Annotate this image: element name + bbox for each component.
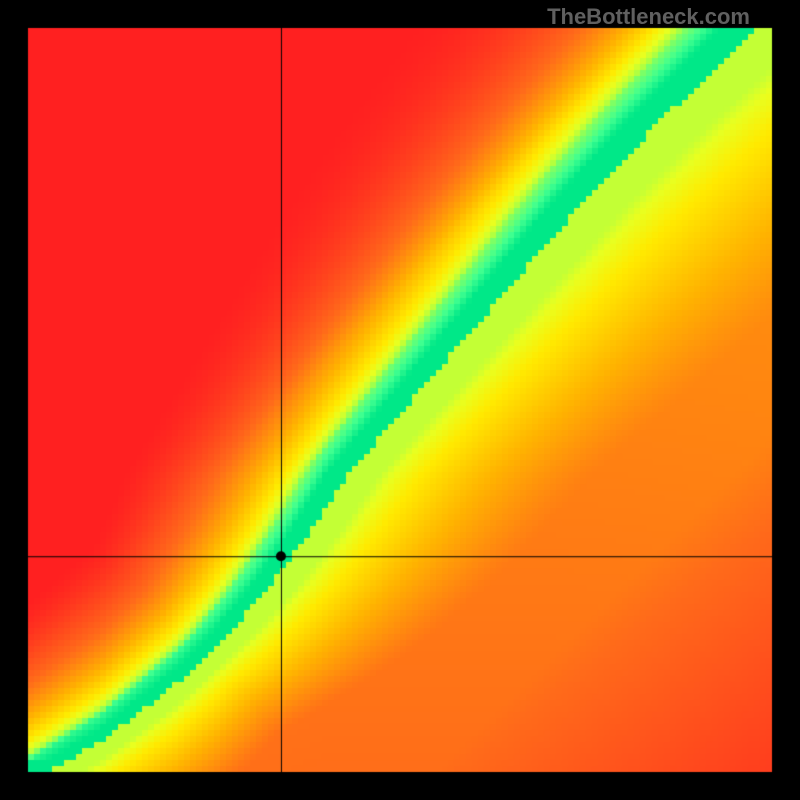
bottleneck-heatmap xyxy=(0,0,800,800)
attribution-label: TheBottleneck.com xyxy=(547,4,750,30)
chart-container: TheBottleneck.com xyxy=(0,0,800,800)
